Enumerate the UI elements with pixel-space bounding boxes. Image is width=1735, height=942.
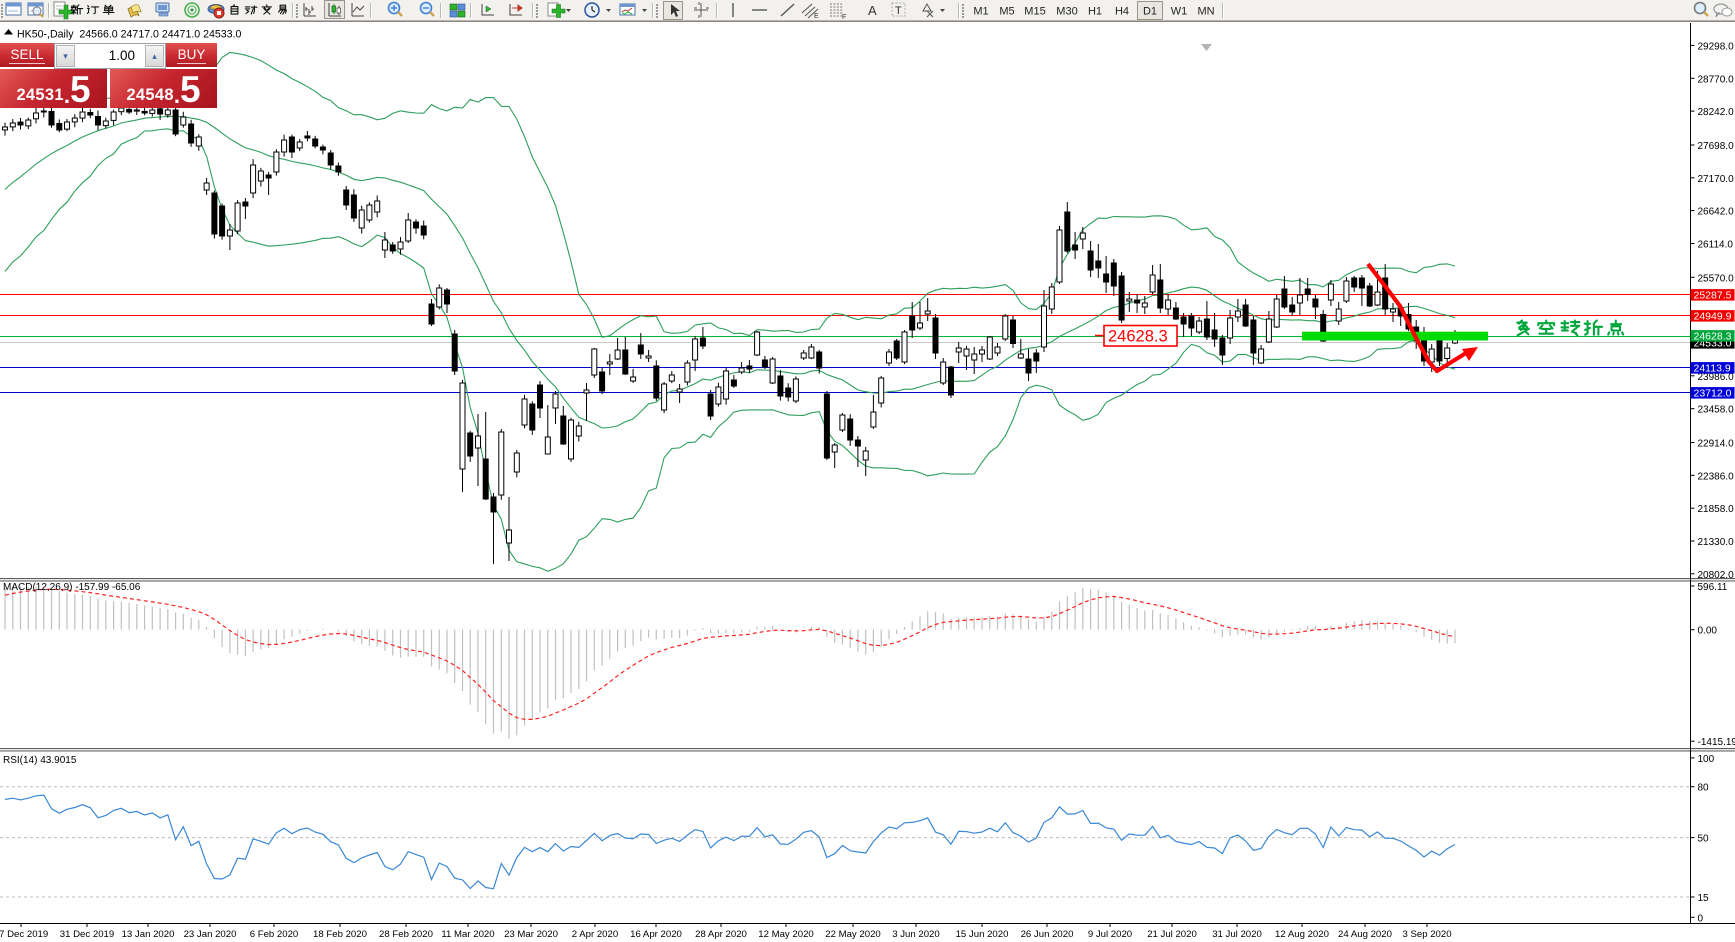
svg-text:28770.0: 28770.0 bbox=[1698, 74, 1735, 85]
svg-text:MN: MN bbox=[1197, 6, 1214, 18]
svg-text:22 May 2020: 22 May 2020 bbox=[825, 929, 880, 940]
svg-text:12 Aug 2020: 12 Aug 2020 bbox=[1275, 929, 1329, 940]
svg-text:28 Feb 2020: 28 Feb 2020 bbox=[379, 929, 433, 940]
svg-text:15: 15 bbox=[1698, 893, 1710, 904]
svg-text:MACD(12,26,9) -157.99 -65.06: MACD(12,26,9) -157.99 -65.06 bbox=[3, 582, 141, 593]
svg-text:26114.0: 26114.0 bbox=[1698, 240, 1734, 251]
svg-text:-1415.19: -1415.19 bbox=[1698, 737, 1735, 748]
svg-text:6 Feb 2020: 6 Feb 2020 bbox=[250, 929, 299, 940]
svg-text:28 Apr 2020: 28 Apr 2020 bbox=[695, 929, 747, 940]
svg-text:M1: M1 bbox=[973, 6, 988, 18]
svg-text:27698.0: 27698.0 bbox=[1698, 141, 1735, 152]
svg-text:23712.0: 23712.0 bbox=[1694, 388, 1732, 400]
svg-text:23 Jan 2020: 23 Jan 2020 bbox=[184, 929, 237, 940]
svg-text:25570.0: 25570.0 bbox=[1698, 273, 1735, 284]
svg-text:E: E bbox=[814, 13, 819, 20]
svg-text:20802.0: 20802.0 bbox=[1698, 570, 1735, 581]
svg-text:24 Aug 2020: 24 Aug 2020 bbox=[1338, 929, 1392, 940]
svg-text:W1: W1 bbox=[1171, 6, 1188, 18]
svg-text:9 Jul 2020: 9 Jul 2020 bbox=[1088, 929, 1132, 940]
svg-text:596.11: 596.11 bbox=[1698, 582, 1728, 593]
svg-text:2 Apr 2020: 2 Apr 2020 bbox=[572, 929, 618, 940]
svg-text:13 Jan 2020: 13 Jan 2020 bbox=[122, 929, 175, 940]
svg-text:3 Sep 2020: 3 Sep 2020 bbox=[1402, 929, 1451, 940]
svg-text:24628.3: 24628.3 bbox=[1108, 328, 1168, 346]
svg-text:M30: M30 bbox=[1056, 6, 1077, 18]
svg-text:T: T bbox=[895, 5, 902, 17]
svg-text:D1: D1 bbox=[1143, 6, 1157, 18]
svg-text:100: 100 bbox=[1698, 754, 1715, 765]
svg-text:80: 80 bbox=[1698, 783, 1710, 794]
svg-text:A: A bbox=[868, 3, 877, 18]
svg-text:22386.0: 22386.0 bbox=[1698, 471, 1735, 482]
svg-text:11 Mar 2020: 11 Mar 2020 bbox=[441, 929, 494, 940]
svg-text:24113.9: 24113.9 bbox=[1694, 363, 1731, 375]
svg-text:15 Jun 2020: 15 Jun 2020 bbox=[956, 929, 1009, 940]
svg-text:0: 0 bbox=[1698, 913, 1704, 924]
svg-text:22914.0: 22914.0 bbox=[1698, 439, 1735, 450]
svg-text:26 Jun 2020: 26 Jun 2020 bbox=[1021, 929, 1074, 940]
svg-text:16 Apr 2020: 16 Apr 2020 bbox=[630, 929, 682, 940]
svg-text:0.00: 0.00 bbox=[1698, 626, 1718, 637]
svg-text:H4: H4 bbox=[1115, 6, 1129, 18]
svg-text:24628.3: 24628.3 bbox=[1694, 331, 1732, 343]
svg-text:28242.0: 28242.0 bbox=[1698, 107, 1735, 118]
svg-text:21330.0: 21330.0 bbox=[1698, 537, 1735, 548]
svg-text:18 Feb 2020: 18 Feb 2020 bbox=[313, 929, 367, 940]
svg-text:12 May 2020: 12 May 2020 bbox=[758, 929, 813, 940]
svg-text:29298.0: 29298.0 bbox=[1698, 41, 1735, 52]
svg-text:23986.0: 23986.0 bbox=[1698, 372, 1735, 383]
svg-text:24949.9: 24949.9 bbox=[1694, 311, 1732, 323]
svg-text:21 Jul 2020: 21 Jul 2020 bbox=[1147, 929, 1197, 940]
svg-text:23458.0: 23458.0 bbox=[1698, 405, 1735, 416]
svg-text:F: F bbox=[842, 14, 846, 21]
svg-text:M15: M15 bbox=[1024, 6, 1045, 18]
svg-text:26642.0: 26642.0 bbox=[1698, 207, 1735, 218]
svg-text:27170.0: 27170.0 bbox=[1698, 174, 1735, 185]
svg-text:23 Mar 2020: 23 Mar 2020 bbox=[504, 929, 558, 940]
svg-text:3 Jun 2020: 3 Jun 2020 bbox=[892, 929, 939, 940]
svg-text:21858.0: 21858.0 bbox=[1698, 504, 1735, 515]
svg-text:25287.5: 25287.5 bbox=[1694, 290, 1732, 302]
svg-text:50: 50 bbox=[1698, 834, 1710, 845]
svg-text:RSI(14) 43.9015: RSI(14) 43.9015 bbox=[3, 755, 77, 766]
svg-text:M5: M5 bbox=[999, 6, 1014, 18]
svg-text:31 Jul 2020: 31 Jul 2020 bbox=[1212, 929, 1262, 940]
svg-text:H1: H1 bbox=[1088, 6, 1102, 18]
svg-text:31 Dec 2019: 31 Dec 2019 bbox=[60, 929, 114, 940]
svg-text:HK50-,Daily 24566.0 24717.0 2: HK50-,Daily 24566.0 24717.0 24471.0 2453… bbox=[17, 29, 242, 41]
svg-text:17 Dec 2019: 17 Dec 2019 bbox=[0, 929, 48, 940]
